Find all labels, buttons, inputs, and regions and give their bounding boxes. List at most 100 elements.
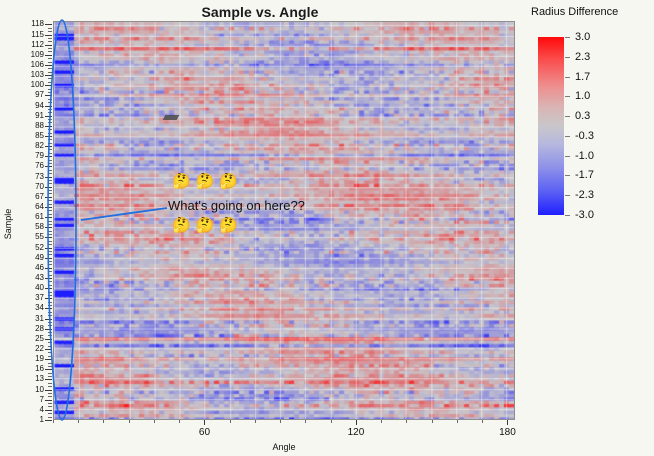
x-axis-tick-label: 120 xyxy=(347,427,365,438)
x-axis-minor-tick xyxy=(280,420,282,423)
y-axis-minor-tick xyxy=(48,152,52,154)
y-axis-minor-tick xyxy=(48,48,52,50)
y-axis-tick xyxy=(45,146,52,148)
colorbar-tick xyxy=(565,215,570,216)
y-axis-minor-tick xyxy=(48,27,52,29)
y-axis-minor-tick xyxy=(48,403,52,405)
y-axis-tick-label: 34 xyxy=(35,303,44,313)
y-axis-tick xyxy=(45,105,52,107)
y-axis-minor-tick xyxy=(48,281,52,283)
y-axis-tick-label: 16 xyxy=(35,364,44,374)
y-axis-tick xyxy=(45,125,52,127)
y-axis-minor-tick xyxy=(48,179,52,181)
y-axis-minor-tick xyxy=(48,355,52,357)
y-axis-tick-label: 10 xyxy=(35,384,44,394)
y-axis-tick xyxy=(45,115,52,117)
y-axis-tick xyxy=(45,328,52,330)
y-axis-tick-label: 118 xyxy=(31,19,44,29)
y-axis-tick xyxy=(45,348,52,350)
y-axis-minor-tick xyxy=(48,149,52,151)
heatmap-canvas xyxy=(54,22,514,419)
y-axis-tick-label: 70 xyxy=(35,181,44,191)
y-axis-minor-tick xyxy=(48,325,52,327)
y-axis-tick-label: 52 xyxy=(35,242,44,252)
y-axis-tick xyxy=(45,379,52,381)
heatmap-plot-area[interactable] xyxy=(53,21,515,420)
y-axis-tick xyxy=(45,369,52,371)
y-axis-tick xyxy=(45,24,52,26)
y-axis-minor-tick xyxy=(48,392,52,394)
y-axis-minor-tick xyxy=(48,220,52,222)
y-axis-tick xyxy=(45,277,52,279)
y-axis-minor-tick xyxy=(48,58,52,60)
x-axis-minor-tick xyxy=(53,420,54,423)
y-axis-tick-label: 115 xyxy=(31,29,44,39)
y-axis-tick-label: 64 xyxy=(35,201,44,211)
y-axis-minor-tick xyxy=(48,386,52,388)
y-axis-tick xyxy=(45,247,52,249)
x-axis-minor-tick xyxy=(406,420,408,423)
y-axis-minor-tick xyxy=(48,254,52,256)
y-axis-tick xyxy=(45,298,52,300)
y-axis-minor-tick xyxy=(48,321,52,323)
y-axis-tick xyxy=(45,217,52,219)
y-axis-tick-label: 73 xyxy=(35,171,44,181)
x-axis-tick xyxy=(355,420,357,425)
y-axis-title: Sample xyxy=(3,208,13,240)
y-axis-minor-tick xyxy=(48,365,52,367)
y-axis-minor-tick xyxy=(48,284,52,286)
y-axis-minor-tick xyxy=(48,183,52,185)
y-axis-tick-label: 49 xyxy=(35,252,44,262)
x-axis-tick-label: 60 xyxy=(198,427,211,438)
y-axis-tick xyxy=(45,44,52,46)
y-axis-tick-label: 100 xyxy=(30,80,44,90)
colorbar-tick-label: -2.3 xyxy=(575,189,594,202)
x-axis-minor-tick xyxy=(153,420,155,423)
x-axis-title: Angle xyxy=(272,442,296,452)
y-axis-minor-tick xyxy=(48,234,52,236)
y-axis-minor-tick xyxy=(48,291,52,293)
colorbar-tick xyxy=(565,155,570,157)
y-axis-tick-label: 13 xyxy=(35,374,44,384)
y-axis-minor-tick xyxy=(48,81,52,83)
y-axis-minor-tick xyxy=(48,230,52,232)
y-axis-tick xyxy=(45,156,52,158)
x-axis-minor-tick xyxy=(128,420,130,423)
colorbar-tick-label: -0.3 xyxy=(575,129,594,142)
colorbar-tick xyxy=(565,116,570,118)
y-axis-minor-tick xyxy=(48,68,52,70)
y-axis-tick xyxy=(45,85,52,87)
y-axis-minor-tick xyxy=(48,203,52,205)
y-axis-tick-label: 40 xyxy=(35,283,44,293)
colorbar-tick xyxy=(565,37,570,38)
y-axis-tick-label: 1 xyxy=(39,415,44,424)
y-axis-tick xyxy=(45,186,52,188)
y-axis-minor-tick xyxy=(48,98,52,100)
colorbar-tick xyxy=(565,76,570,78)
x-axis-minor-tick xyxy=(431,420,433,423)
colorbar-tick xyxy=(565,135,570,137)
y-axis-minor-tick xyxy=(48,376,52,378)
x-axis-minor-tick xyxy=(330,420,332,423)
y-axis-minor-tick xyxy=(48,88,52,90)
y-axis-minor-tick xyxy=(48,294,52,296)
y-axis-tick xyxy=(45,267,52,269)
colorbar-tick-label: 1.7 xyxy=(575,70,591,83)
y-axis-tick-label: 25 xyxy=(35,333,44,343)
y-axis-tick xyxy=(45,420,52,421)
y-axis-tick-label: 112 xyxy=(31,39,44,49)
colorbar-tick-label: -1.7 xyxy=(575,169,594,182)
y-axis-tick-label: 19 xyxy=(35,354,44,364)
y-axis-minor-tick xyxy=(48,274,52,276)
y-axis-minor-tick xyxy=(48,413,52,415)
y-axis-minor-tick xyxy=(48,119,52,121)
cursor-artifact xyxy=(162,115,180,120)
annotation-emoji-bottom: 🤔🤔🤔 xyxy=(172,217,244,234)
y-axis-tick-label: 85 xyxy=(35,130,44,140)
y-axis-minor-tick xyxy=(48,163,52,165)
y-axis-tick-label: 109 xyxy=(30,49,44,59)
y-axis-tick xyxy=(45,95,52,97)
y-axis-minor-tick xyxy=(48,271,52,273)
y-axis-minor-tick xyxy=(48,51,52,53)
y-axis-tick xyxy=(45,54,52,56)
